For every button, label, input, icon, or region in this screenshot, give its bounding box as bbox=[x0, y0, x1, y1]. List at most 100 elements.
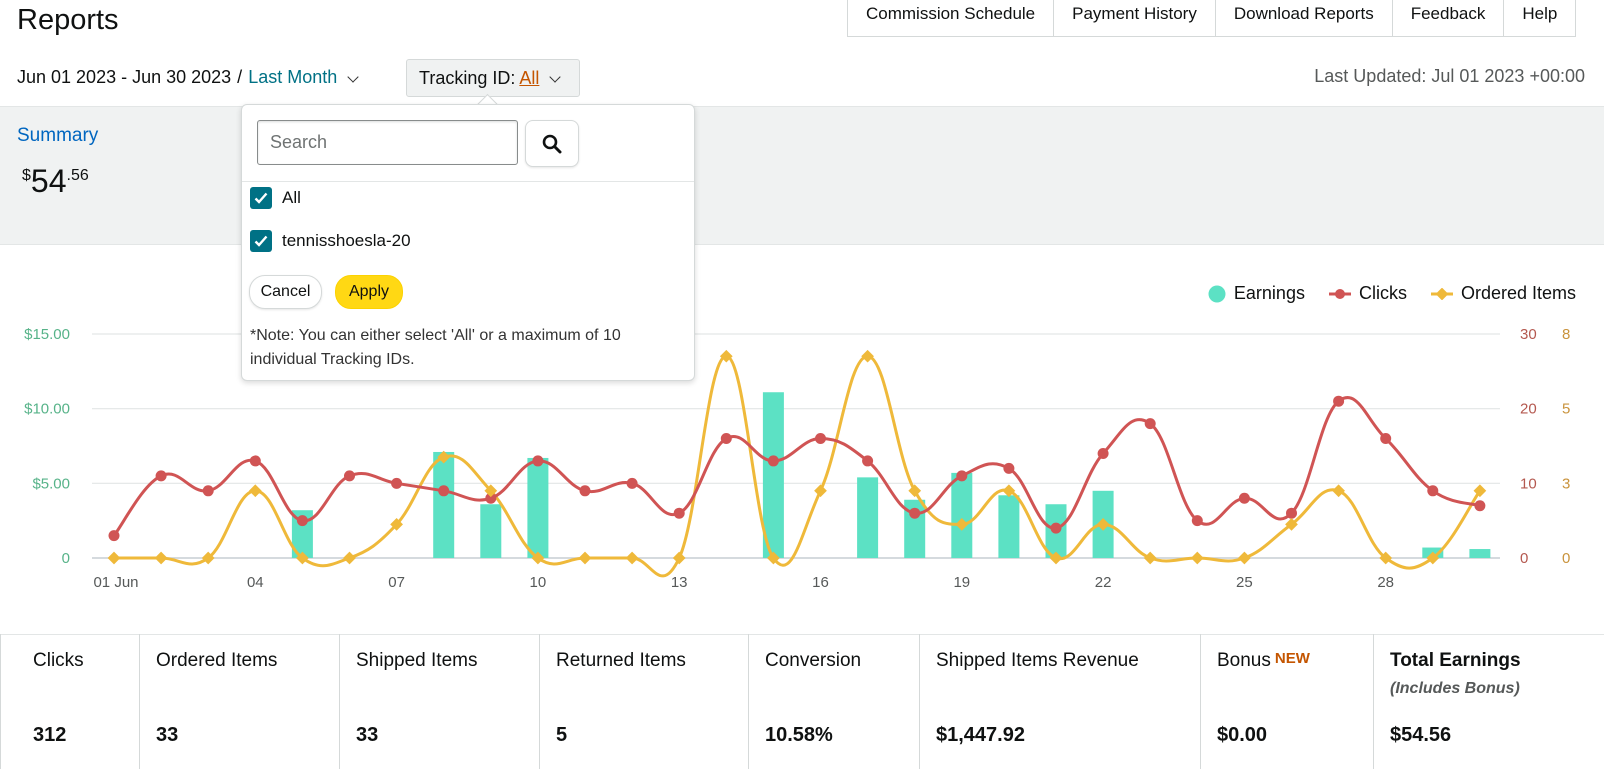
stat-label: Ordered Items bbox=[156, 650, 278, 671]
clicks-point bbox=[579, 485, 591, 497]
checkbox-tracking-id[interactable] bbox=[250, 230, 272, 252]
tab-help[interactable]: Help bbox=[1503, 0, 1575, 36]
cancel-button[interactable]: Cancel bbox=[249, 275, 322, 309]
legend-earnings[interactable]: Earnings bbox=[1208, 283, 1305, 304]
tracking-id-value[interactable]: All bbox=[519, 67, 540, 88]
clicks-point bbox=[1427, 485, 1439, 497]
y-right-tick-label: 0 bbox=[1562, 550, 1570, 567]
x-tick-label: 04 bbox=[247, 574, 264, 591]
tab-commission-schedule[interactable]: Commission Schedule bbox=[866, 4, 1036, 23]
stat-ordered-items: Ordered Items 33 bbox=[139, 634, 340, 769]
stat-value: 33 bbox=[356, 724, 379, 746]
y-right-tick-label: 5 bbox=[1562, 401, 1570, 418]
date-range-text: Jun 01 2023 - Jun 30 2023 bbox=[17, 67, 232, 87]
y-left-tick-label: $10.00 bbox=[24, 401, 70, 418]
stat-clicks: Clicks 312 bbox=[0, 634, 140, 769]
clicks-point bbox=[391, 477, 403, 489]
clicks-line bbox=[112, 396, 1481, 537]
option-label: All bbox=[282, 188, 301, 207]
ordered-items-point bbox=[814, 484, 827, 498]
clicks-point bbox=[1474, 500, 1486, 512]
x-tick-label: 22 bbox=[1095, 574, 1112, 591]
stat-label: Clicks bbox=[33, 650, 84, 671]
clicks-point bbox=[1380, 433, 1392, 445]
chart-legend: Earnings Clicks Ordered Items bbox=[1208, 283, 1576, 304]
y-left-tick-label: $15.00 bbox=[24, 326, 70, 343]
x-tick-label: 10 bbox=[530, 574, 547, 591]
ordered-items-point bbox=[1143, 551, 1157, 565]
earnings-bar bbox=[998, 495, 1020, 558]
stat-returned-items: Returned Items 5 bbox=[539, 634, 749, 769]
x-tick-label: 13 bbox=[671, 574, 688, 591]
option-tracking-id[interactable]: tennisshoesla-20 bbox=[250, 230, 411, 252]
clicks-point bbox=[815, 433, 826, 445]
stat-value: 33 bbox=[156, 724, 179, 746]
checkbox-all[interactable] bbox=[250, 187, 272, 209]
summary-label[interactable]: Summary bbox=[17, 125, 99, 146]
stat-bonus-label: Bonus bbox=[1217, 650, 1271, 671]
stat-value: 5 bbox=[556, 724, 568, 746]
ordered-items-point bbox=[484, 484, 498, 498]
ordered-items-point bbox=[1238, 551, 1251, 565]
stat-label: Returned Items bbox=[556, 650, 686, 671]
legend-ordered-label: Ordered Items bbox=[1460, 283, 1576, 303]
tracking-id-button[interactable]: Tracking ID: All bbox=[406, 59, 580, 97]
ordered-legend-icon bbox=[1430, 287, 1453, 300]
clicks-point bbox=[1238, 492, 1250, 504]
stat-label: Total Earnings bbox=[1390, 650, 1521, 671]
tab-feedback[interactable]: Feedback bbox=[1391, 0, 1504, 36]
summary-amount-cents: .56 bbox=[66, 167, 89, 184]
x-tick-label: 25 bbox=[1236, 574, 1253, 591]
stat-sub-label: (Includes Bonus) bbox=[1390, 680, 1520, 697]
earnings-bar bbox=[762, 392, 784, 558]
summary-amount: $54.56 bbox=[22, 163, 89, 200]
ordered-items-point bbox=[625, 551, 639, 565]
chevron-down-icon[interactable] bbox=[549, 71, 562, 83]
performance-chart: 0 $5.00 $10.00 $15.00 0 10 20 30 0 3 5 8 01 Jun 04 07 1… bbox=[0, 280, 1604, 610]
clicks-point bbox=[108, 530, 120, 542]
option-label: tennisshoesla-20 bbox=[282, 231, 411, 250]
y-mid-tick-label: 30 bbox=[1520, 326, 1537, 343]
top-nav: Commission Schedule Payment History Down… bbox=[847, 0, 1577, 37]
ordered-items-point bbox=[578, 551, 592, 565]
clicks-point bbox=[1097, 447, 1109, 459]
ordered-items-point bbox=[107, 551, 121, 565]
clicks-point bbox=[296, 515, 308, 527]
clicks-point bbox=[1333, 395, 1345, 407]
legend-ordered-items[interactable]: Ordered Items bbox=[1430, 283, 1576, 304]
clicks-point bbox=[344, 470, 355, 482]
last-updated: Last Updated: Jul 01 2023 +00:00 bbox=[1314, 66, 1585, 86]
option-all[interactable]: All bbox=[250, 187, 301, 209]
legend-earnings-label: Earnings bbox=[1233, 283, 1305, 303]
summary-currency: $ bbox=[22, 167, 31, 184]
dropdown-note: *Note: You can either select 'All' or a … bbox=[250, 327, 621, 368]
clicks-legend-icon bbox=[1328, 288, 1351, 299]
apply-button[interactable]: Apply bbox=[335, 275, 403, 309]
tab-payment-history[interactable]: Payment History bbox=[1053, 0, 1215, 36]
stat-shipped-items: Shipped Items 33 bbox=[339, 634, 540, 769]
clicks-point bbox=[673, 507, 685, 519]
checkmark-icon bbox=[254, 192, 268, 204]
clicks-point bbox=[1144, 418, 1156, 430]
search-icon bbox=[542, 134, 562, 153]
tab-download-reports[interactable]: Download Reports bbox=[1214, 0, 1392, 36]
y-mid-tick-label: 20 bbox=[1520, 401, 1537, 418]
search-button[interactable] bbox=[525, 120, 579, 167]
earnings-bar bbox=[527, 457, 549, 558]
stat-value: $1,447.92 bbox=[936, 724, 1025, 746]
date-range-selector[interactable]: Jun 01 2023 - Jun 30 2023 / Last Month bbox=[17, 67, 359, 88]
y-left-tick-label: $5.00 bbox=[32, 475, 70, 492]
stat-value: $54.56 bbox=[1390, 724, 1452, 746]
stat-bonus: Bonus NEW $0.00 bbox=[1200, 634, 1374, 769]
earnings-legend-icon bbox=[1208, 285, 1226, 302]
chevron-down-icon[interactable] bbox=[347, 70, 359, 83]
y-right-tick-label: 8 bbox=[1562, 326, 1570, 343]
new-badge: NEW bbox=[1274, 650, 1310, 667]
search-input[interactable] bbox=[257, 120, 518, 165]
ordered-items-point bbox=[908, 484, 922, 498]
legend-clicks[interactable]: Clicks bbox=[1328, 283, 1407, 304]
ordered-items-point bbox=[672, 551, 686, 565]
earnings-bar bbox=[857, 477, 879, 558]
ordered-items-point bbox=[154, 551, 168, 565]
period-link[interactable]: Last Month bbox=[248, 67, 338, 87]
